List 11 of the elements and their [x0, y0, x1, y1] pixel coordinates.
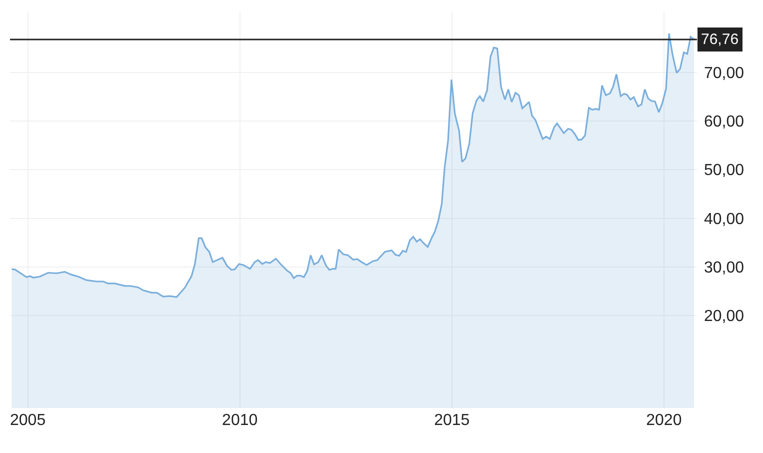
y-tick-label: 20,00 [704, 308, 744, 326]
x-tick-label: 2015 [434, 412, 470, 429]
x-tick-label: 2005 [10, 412, 46, 429]
y-tick-label: 60,00 [704, 114, 744, 131]
y-tick-label: 50,00 [704, 162, 744, 180]
y-tick-label: 30,00 [704, 260, 744, 277]
x-tick-label: 2020 [646, 412, 682, 429]
ref-line-label: 76,76 [701, 31, 739, 48]
y-tick-label: 70,00 [704, 64, 744, 82]
y-tick-label: 40,00 [704, 210, 744, 228]
x-tick-label: 2010 [222, 412, 258, 429]
